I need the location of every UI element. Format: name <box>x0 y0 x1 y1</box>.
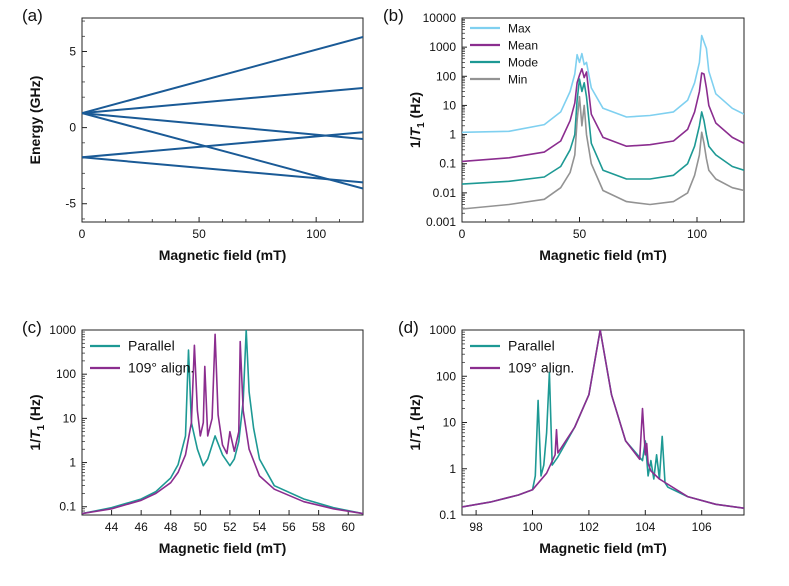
panel-label-b: (b) <box>383 6 404 25</box>
y-tick-label-d: 1000 <box>429 323 456 337</box>
x-tick-label-d: 100 <box>522 520 542 534</box>
series-line-c-109-align- <box>82 333 363 515</box>
axes-frame-d <box>461 329 745 516</box>
legend-label-b: Max <box>508 22 531 36</box>
series-group-c <box>82 330 363 515</box>
axes-frame-c <box>81 329 364 516</box>
y-tick-label-a: -5 <box>65 197 76 211</box>
y-tick-label-b: 10 <box>443 98 457 112</box>
x-axis-label-c: Magnetic field (mT) <box>159 540 287 556</box>
x-tick-label-c: 60 <box>342 520 356 534</box>
panel-c: 44 46 48 50 52 54 56 58 60 1000 100 10 1 0.1 Magnetic … <box>27 323 364 556</box>
y-tick-label-d: 100 <box>436 369 456 383</box>
x-tick-label-c: 54 <box>253 520 267 534</box>
legend-label-b: Min <box>508 73 527 87</box>
y-tick-label-b: 1000 <box>429 40 456 54</box>
y-tick-label-c: 10 <box>63 411 77 425</box>
legend-label-d: Parallel <box>508 338 555 354</box>
series-group-d <box>462 330 744 509</box>
axes-frame-b <box>461 17 745 223</box>
legend-label-d: 109° align. <box>508 360 574 376</box>
x-tick-label-d: 104 <box>635 520 655 534</box>
y-tick-label-b: 0.01 <box>433 186 457 200</box>
x-tick-label-c: 48 <box>164 520 178 534</box>
x-tick-label-a: 50 <box>192 227 206 241</box>
y-tick-label-a: 0 <box>69 121 76 135</box>
series-line-b-max <box>462 34 744 134</box>
panel-d: 98 100 102 104 106 1000 100 10 1 0.1 Magnetic fiel… <box>407 323 745 556</box>
x-tick-label-c: 58 <box>312 520 326 534</box>
series-line-a-level-1 <box>82 36 363 115</box>
y-tick-label-b: 1 <box>449 128 456 142</box>
panel-b: 0 50 100 10000 1000 100 10 1 0.1 0.01 0.001 Magneti… <box>407 11 745 263</box>
panel-label-d: (d) <box>398 318 419 337</box>
x-tick-label-c: 52 <box>223 520 237 534</box>
y-tick-label-c: 0.1 <box>59 500 76 514</box>
series-line-b-min <box>462 95 744 210</box>
series-line-b-mode <box>462 78 744 185</box>
x-tick-label-b: 100 <box>687 227 707 241</box>
series-line-a-level-3 <box>82 112 363 140</box>
y-axis-label-d: 1/T1 (Hz) <box>407 394 427 450</box>
x-tick-label-c: 50 <box>194 520 208 534</box>
x-tick-label-d: 106 <box>692 520 712 534</box>
y-tick-label-b: 100 <box>436 69 456 83</box>
series-line-d-parallel <box>462 330 744 509</box>
y-tick-label-c: 1000 <box>49 323 76 337</box>
x-axis-label-b: Magnetic field (mT) <box>539 247 667 263</box>
legend-label-b: Mode <box>508 56 538 70</box>
x-tick-label-c: 46 <box>134 520 148 534</box>
y-tick-label-c: 1 <box>69 456 76 470</box>
x-tick-label-d: 98 <box>469 520 483 534</box>
x-tick-label-c: 44 <box>105 520 119 534</box>
x-tick-label-b: 0 <box>459 227 466 241</box>
y-tick-label-d: 10 <box>443 416 457 430</box>
x-axis-label-d: Magnetic field (mT) <box>539 540 667 556</box>
x-tick-label-a: 0 <box>79 227 86 241</box>
y-tick-label-b: 10000 <box>423 11 457 25</box>
x-axis-label-a: Magnetic field (mT) <box>159 247 287 263</box>
x-tick-label-b: 50 <box>573 227 587 241</box>
y-tick-label-b: 0.1 <box>439 157 456 171</box>
y-axis-label-b: 1/T1 (Hz) <box>407 92 427 148</box>
x-tick-label-d: 102 <box>579 520 599 534</box>
series-line-c-parallel <box>82 330 363 515</box>
y-axis-label-c: 1/T1 (Hz) <box>27 394 47 450</box>
legend-label-c: Parallel <box>128 338 175 354</box>
series-line-d-109-align- <box>462 330 744 509</box>
series-line-a-level-5 <box>82 131 363 159</box>
y-tick-label-d: 1 <box>449 462 456 476</box>
y-tick-label-c: 100 <box>56 367 76 381</box>
y-axis-label-a: Energy (GHz) <box>27 76 43 165</box>
series-group-a <box>82 36 363 190</box>
legend-label-b: Mean <box>508 39 538 53</box>
x-tick-label-a: 100 <box>306 227 326 241</box>
y-tick-label-a: 5 <box>69 44 76 58</box>
y-tick-label-d: 0.1 <box>439 508 456 522</box>
series-line-a-level-2 <box>82 87 363 115</box>
series-line-a-level-4 <box>82 112 363 190</box>
panel-label-c: (c) <box>22 318 42 337</box>
x-tick-label-c: 56 <box>282 520 296 534</box>
series-line-a-level-6 <box>82 156 363 184</box>
series-line-b-mean <box>462 68 744 163</box>
series-group-b <box>462 34 744 210</box>
y-tick-label-b: 0.001 <box>426 215 456 229</box>
legend-label-c: 109° align. <box>128 360 194 376</box>
panel-label-a: (a) <box>22 6 43 25</box>
